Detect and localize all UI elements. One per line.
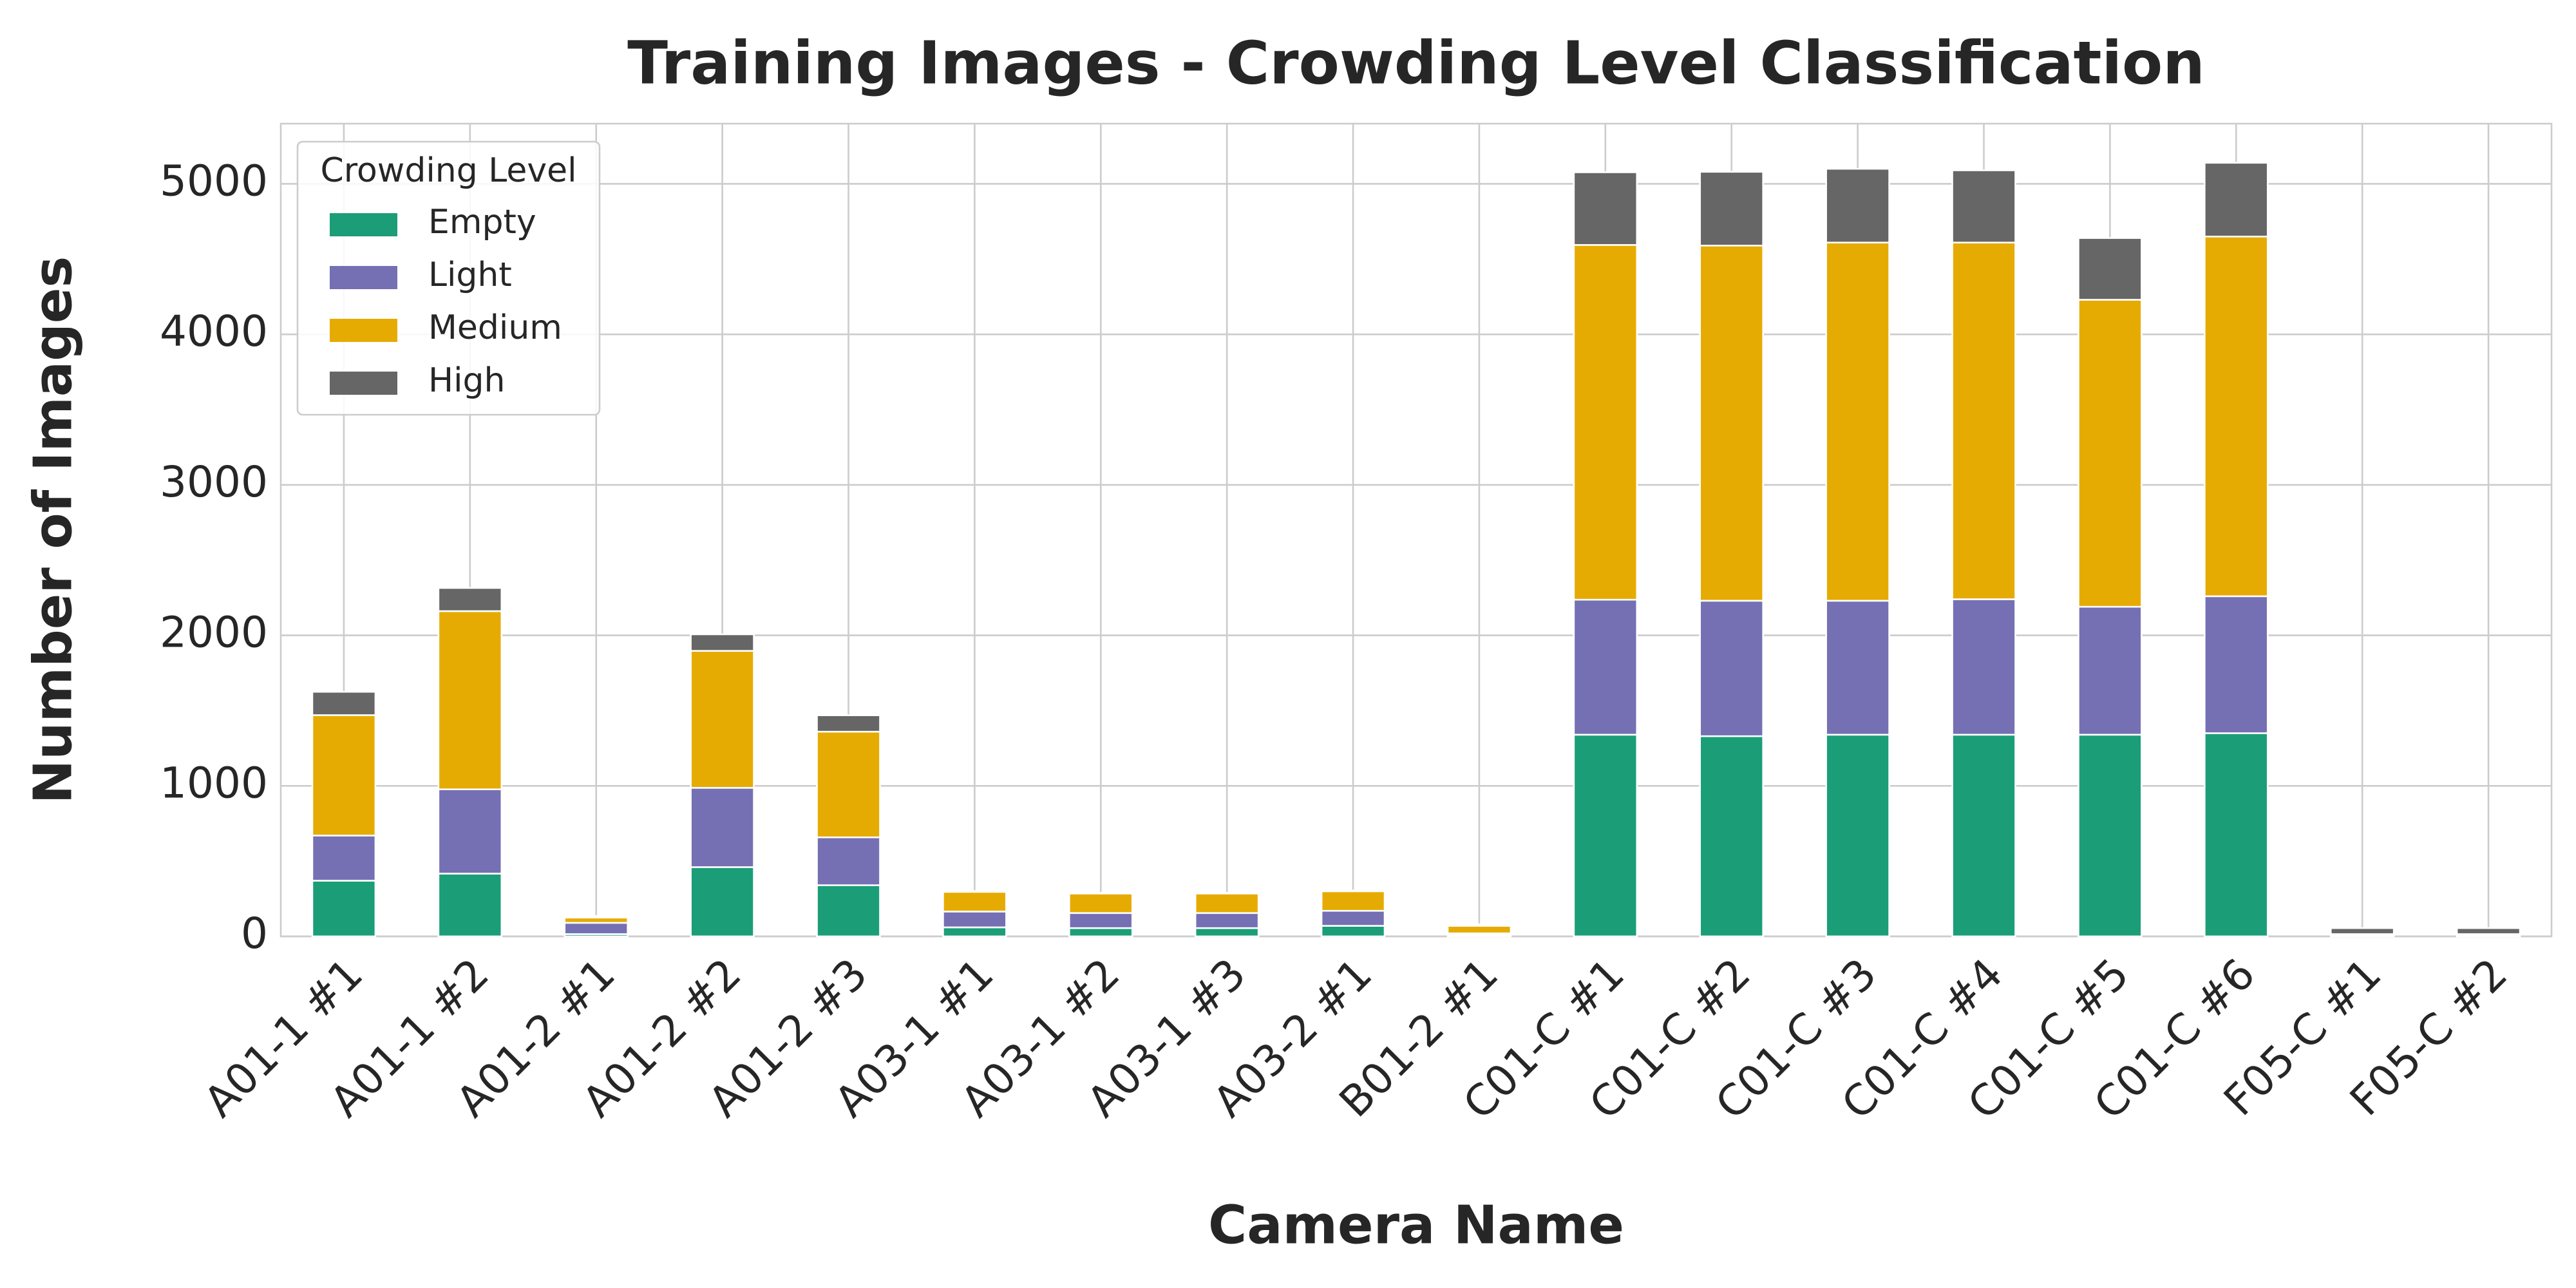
- bar-segment: [2204, 595, 2269, 734]
- bar-segment: [1320, 909, 1386, 927]
- y-tick-label: 4000: [160, 307, 268, 356]
- bar-segment: [437, 587, 503, 612]
- legend-label: High: [428, 361, 506, 400]
- bar-segment: [1320, 925, 1386, 938]
- legend-swatch: [330, 319, 397, 342]
- bar-segment: [2204, 162, 2269, 238]
- y-tick-label: 5000: [160, 156, 268, 206]
- legend-label: Light: [428, 256, 512, 294]
- legend-swatch: [330, 213, 397, 236]
- bar-segment: [437, 788, 503, 875]
- y-tick-label: 2000: [160, 608, 268, 658]
- bar-segment: [1320, 890, 1386, 912]
- bar-segment: [1446, 925, 1512, 934]
- bar-segment: [1194, 927, 1260, 938]
- bar-segment: [1573, 734, 1638, 938]
- bar-segment: [1951, 598, 2016, 736]
- bar-segment: [690, 650, 755, 789]
- bar-segment: [1825, 600, 1890, 736]
- bar-segment: [564, 922, 629, 935]
- legend-swatch: [330, 372, 397, 395]
- bar-segment: [1068, 912, 1133, 929]
- bar-segment: [1699, 171, 1764, 247]
- bar-segment: [1699, 600, 1764, 737]
- bar-segment: [1573, 598, 1638, 736]
- legend-label: Empty: [428, 203, 536, 242]
- bar-segment: [942, 890, 1007, 893]
- bar-segment: [690, 633, 755, 652]
- bar-segment: [311, 880, 377, 938]
- bar-segment: [942, 891, 1007, 913]
- bar-segment: [816, 714, 881, 733]
- bar-segment: [2329, 927, 2395, 935]
- bar-segment: [816, 836, 881, 886]
- legend-label: Medium: [428, 308, 562, 347]
- x-axis-label: Camera Name: [1208, 1195, 1624, 1256]
- bar-segment: [1825, 734, 1890, 938]
- bar-segment: [2078, 237, 2143, 301]
- bar-segment: [1699, 735, 1764, 938]
- bar-segment: [2078, 605, 2143, 736]
- bar-segment: [2078, 299, 2143, 608]
- bar-segment: [1194, 912, 1260, 929]
- bar-segment: [2078, 734, 2143, 938]
- bar-segment: [690, 787, 755, 868]
- bar-segment: [311, 714, 377, 837]
- y-tick-label: 1000: [160, 758, 268, 808]
- bar-segment: [1951, 734, 2016, 938]
- legend-swatch: [330, 266, 397, 289]
- bar-segment: [1825, 242, 1890, 602]
- bar-segment: [1951, 169, 2016, 243]
- y-tick-label: 3000: [160, 457, 268, 507]
- legend-box: [296, 140, 601, 416]
- y-tick-label: 0: [241, 909, 268, 958]
- bar-segment: [942, 911, 1007, 929]
- bar-segment: [1825, 167, 1890, 243]
- bar-segment: [1068, 893, 1133, 914]
- bar-segment: [1068, 927, 1133, 938]
- legend-title: Crowding Level: [320, 151, 576, 190]
- bar-segment: [2456, 927, 2521, 935]
- chart-title: Training Images - Crowding Level Classif…: [627, 28, 2205, 97]
- bar-segment: [1573, 171, 1638, 246]
- bar-segment: [437, 610, 503, 790]
- bar-segment: [2204, 235, 2269, 598]
- y-axis-label: Number of Images: [23, 256, 84, 804]
- bar-segment: [564, 915, 629, 919]
- bar-segment: [942, 926, 1007, 938]
- bar-segment: [311, 835, 377, 882]
- bar-segment: [1951, 242, 2016, 600]
- bar-segment: [690, 866, 755, 938]
- bar-segment: [816, 730, 881, 838]
- bar-segment: [1573, 244, 1638, 601]
- bar-segment: [1194, 893, 1260, 914]
- bar-segment: [816, 884, 881, 938]
- bar-segment: [1446, 923, 1512, 927]
- bar-segment: [311, 690, 377, 716]
- bar-segment: [2204, 732, 2269, 938]
- bar-segment: [437, 873, 503, 938]
- bar-segment: [1699, 244, 1764, 602]
